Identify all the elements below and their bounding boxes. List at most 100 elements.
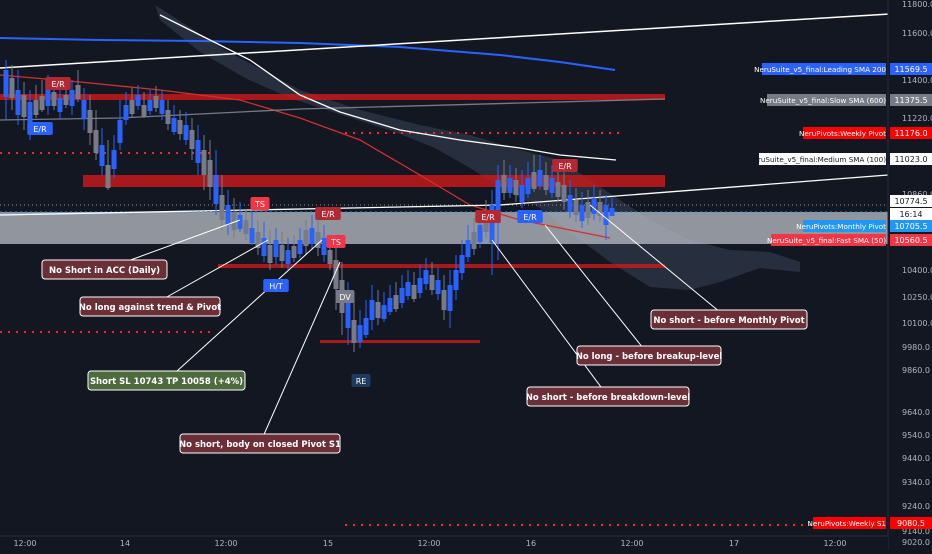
signal-label: E/R <box>27 122 53 135</box>
signal-badge <box>351 374 371 387</box>
candle <box>363 300 369 338</box>
candle-body <box>309 228 315 244</box>
candle <box>213 150 219 215</box>
price-tag-bg <box>890 195 932 207</box>
candle-body <box>321 238 327 255</box>
annotation-callout: No long against trend & Pivot <box>79 296 221 317</box>
candle <box>9 65 15 110</box>
candle-body <box>195 140 201 163</box>
annotation-text: No short - before Monthly Pivot <box>653 316 804 326</box>
pivot-s1-zone <box>320 340 480 343</box>
signal-label: E/R <box>45 77 71 90</box>
x-tick-label: 15 <box>323 539 333 548</box>
candle-body <box>411 285 417 299</box>
indicator-tag: NeruSuite_v5_final:Leading SMA 200 11569.… <box>754 63 932 75</box>
candle <box>291 235 297 262</box>
candle-body <box>231 212 237 230</box>
candle <box>123 92 129 125</box>
x-tick-label: 16 <box>526 539 536 548</box>
candle-body <box>87 110 93 133</box>
indicator-value-bg <box>890 220 932 232</box>
sma-lines <box>0 13 891 239</box>
candle-body <box>75 85 81 99</box>
candle-body <box>375 302 381 318</box>
candle-body <box>183 125 189 140</box>
resistance-zone-mid <box>83 175 665 187</box>
candle <box>267 230 273 270</box>
candle <box>303 220 309 255</box>
candle <box>87 95 93 145</box>
y-tick-label: 9540.0 <box>902 431 930 440</box>
candle <box>297 228 303 258</box>
y-tick-label: 11600.0 <box>902 29 932 38</box>
candle <box>471 218 477 255</box>
annotation-leader <box>259 261 341 444</box>
candle-body <box>249 228 255 243</box>
y-tick-label: 10100.0 <box>902 319 932 328</box>
candle-body <box>417 278 423 293</box>
annotation-callout: No short, body on closed Pivot S1 <box>179 433 341 454</box>
indicator-value: 11375.5 <box>894 96 927 105</box>
candle <box>573 188 579 222</box>
candle <box>201 135 207 190</box>
candle-body <box>219 195 225 220</box>
candle <box>459 240 465 280</box>
price-axis[interactable]: 11800.0 11600.0 11400.0 11220.0 10860.0 10400… <box>748 0 932 550</box>
annotation-box <box>179 433 341 454</box>
indicator-value: 11023.0 <box>894 155 927 164</box>
candle-body <box>93 130 99 153</box>
indicator-value: 11176.0 <box>894 129 927 138</box>
indicator-name-bg <box>803 127 886 139</box>
candle <box>189 118 195 160</box>
candle <box>441 275 447 320</box>
candle-body <box>303 230 309 246</box>
candle <box>135 85 141 110</box>
signal-text: E/R <box>321 210 335 219</box>
candle <box>519 170 525 208</box>
candle-body <box>291 246 297 258</box>
indicator-name: NeruSuite_v5_final:Medium SMA (100) <box>748 155 886 164</box>
candle-body <box>405 282 411 296</box>
annotation-callout: No short - before breakdown-level <box>526 386 690 407</box>
candle-body <box>573 200 579 215</box>
annotation-callout: No long - before breakup-level <box>576 345 722 366</box>
candle-body <box>105 165 111 188</box>
candle <box>183 112 189 145</box>
time-axis[interactable]: 12:00 14 12:00 15 12:00 16 12:00 17 12:00 <box>0 535 888 550</box>
candle-body <box>81 100 87 119</box>
y-tick-label: 9020.0 <box>902 538 930 547</box>
y-tick-label: 10860.0 <box>902 190 932 199</box>
candle <box>219 175 225 230</box>
candle-body <box>357 325 363 342</box>
sr-zones <box>0 94 888 343</box>
candle <box>129 88 135 118</box>
annotation-leader <box>166 239 323 381</box>
candle <box>417 265 423 298</box>
candle-body <box>441 290 447 310</box>
annotation-leader <box>544 224 650 356</box>
indicator-value-bg <box>890 94 932 106</box>
candle <box>351 300 357 352</box>
annotation-text: No Short in ACC (Daily) <box>49 266 160 276</box>
candle <box>141 92 147 118</box>
annotation-box <box>79 296 221 317</box>
candle-body <box>69 90 75 106</box>
x-tick-label: 12:00 <box>417 539 440 548</box>
candle <box>279 232 285 268</box>
candle <box>513 168 519 202</box>
signal-label: TS <box>250 197 270 210</box>
indicator-value: 9080.5 <box>897 519 925 528</box>
candle-body <box>141 105 147 117</box>
signal-text: E/R <box>558 162 572 171</box>
candle-body <box>273 240 279 257</box>
candle <box>543 162 549 195</box>
candle-body <box>579 205 585 221</box>
candle <box>147 90 153 115</box>
candle-body <box>99 145 105 166</box>
candle <box>423 258 429 290</box>
candle-body <box>453 270 459 290</box>
annotation-box <box>576 345 722 366</box>
candle <box>15 70 21 125</box>
signal-labels: E/R E/R TS E/R TS H/T DV RE E/R E/R E/R <box>27 77 578 387</box>
